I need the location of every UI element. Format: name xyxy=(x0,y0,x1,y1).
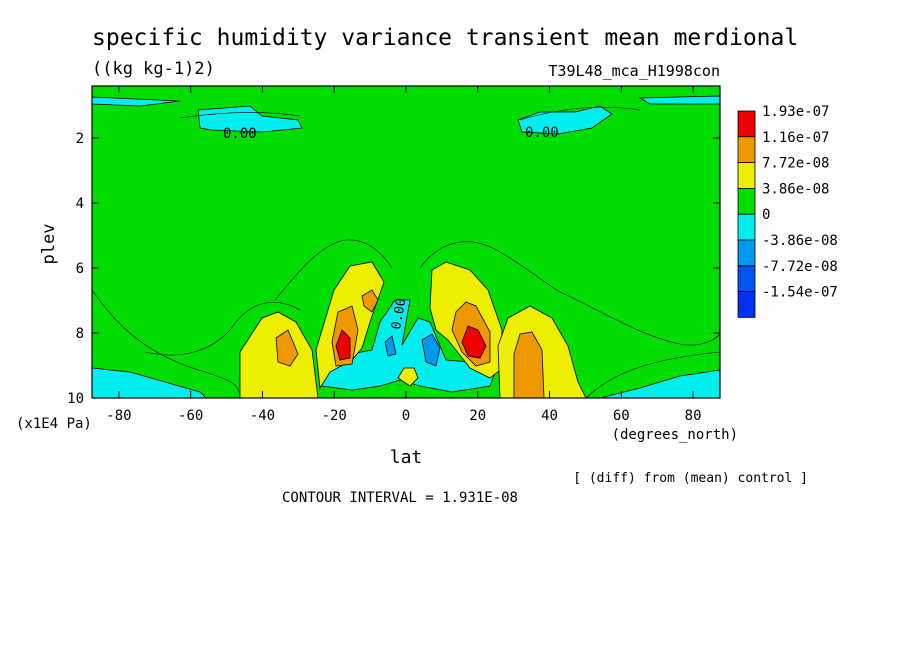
colorbar-label: -7.72e-08 xyxy=(762,259,838,275)
colorbar: 1.93e-07 1.16e-07 7.72e-08 3.86e-08 0 -3.86e-… xyxy=(737,104,838,318)
negative-minimum-blue xyxy=(421,333,441,367)
plot-area xyxy=(92,86,720,398)
colorbar-label: -1.54e-07 xyxy=(762,285,838,301)
contour-line xyxy=(519,106,641,121)
negative-region-top-band xyxy=(92,96,181,107)
contour-line xyxy=(92,289,241,398)
positive-orange-sh-outer xyxy=(275,329,299,367)
y-tick-label: 6 xyxy=(76,261,84,277)
contour-line xyxy=(179,112,301,119)
y-tick-label: 4 xyxy=(76,196,84,212)
colorbar-swatch xyxy=(737,136,756,164)
contour-line xyxy=(274,239,393,301)
x-tick-label: 20 xyxy=(469,408,486,424)
contour-line xyxy=(559,291,720,346)
colorbar-swatch xyxy=(737,265,756,292)
colorbar-label: 0 xyxy=(762,207,770,223)
contour-label: 0.00 xyxy=(389,297,409,330)
contour-interval: CONTOUR INTERVAL = 1.931E-08 xyxy=(282,490,518,506)
x-tick-label: -60 xyxy=(178,408,203,424)
contour-label: 0.00 xyxy=(223,126,257,142)
colorbar-swatch xyxy=(737,187,756,215)
x-tick-label: -80 xyxy=(106,408,131,424)
x-axis-units: (degrees_north) xyxy=(612,427,738,443)
colorbar-label: -3.86e-08 xyxy=(762,233,838,249)
units-label: ((kg kg-1)2) xyxy=(92,59,215,79)
colorbar-swatch xyxy=(737,110,756,138)
positive-orange-sh-inner-top xyxy=(361,289,379,313)
x-axis-title: lat xyxy=(390,447,423,468)
negative-region-surface-sh xyxy=(92,367,207,398)
y-tick-label: 10 xyxy=(67,391,84,407)
colorbar-label: 3.86e-08 xyxy=(762,181,829,197)
negative-region-surface-nh xyxy=(599,369,720,398)
x-tick-label: 40 xyxy=(541,408,558,424)
y-axis-title: plev xyxy=(39,224,59,265)
colorbar-swatch xyxy=(737,162,756,189)
chart-title: specific humidity variance transient mea… xyxy=(92,25,798,51)
x-tick-label: 60 xyxy=(613,408,630,424)
positive-orange-nh-outer xyxy=(513,331,545,398)
x-axis: -80 -60 -40 -20 0 20 40 60 80 xyxy=(106,86,702,424)
contour-line xyxy=(585,351,720,398)
positive-red-nh xyxy=(461,325,487,359)
positive-yellow-equator xyxy=(397,367,419,387)
colorbar-swatch xyxy=(737,213,756,241)
y-tick-label: 2 xyxy=(76,131,84,147)
contour-label: 0.00 xyxy=(525,125,559,141)
y-axis-units: (x1E4 Pa) xyxy=(16,416,92,432)
positive-red-sh xyxy=(335,329,351,361)
negative-region-top-band-east xyxy=(638,95,720,105)
y-axis: 2 4 6 8 10 xyxy=(67,131,720,407)
x-tick-label: 0 xyxy=(402,408,410,424)
x-tick-label: -40 xyxy=(250,408,275,424)
colorbar-label: 7.72e-08 xyxy=(762,156,829,172)
negative-minimum-blue-small xyxy=(384,335,397,357)
colorbar-label: 1.93e-07 xyxy=(762,104,829,120)
diff-note: [ (diff) from (mean) control ] xyxy=(573,471,808,486)
x-tick-label: -20 xyxy=(322,408,347,424)
y-tick-label: 8 xyxy=(76,326,84,342)
negative-region-upper-sh xyxy=(197,105,303,133)
colorbar-label: 1.16e-07 xyxy=(762,130,829,146)
negative-region-tropics xyxy=(317,299,497,393)
contour-line xyxy=(419,241,561,293)
x-tick-label: 80 xyxy=(685,408,702,424)
colorbar-swatch xyxy=(737,291,756,318)
colorbar-swatch xyxy=(737,239,756,267)
contour-line xyxy=(144,302,301,356)
run-label: T39L48_mca_H1998con xyxy=(548,62,720,80)
